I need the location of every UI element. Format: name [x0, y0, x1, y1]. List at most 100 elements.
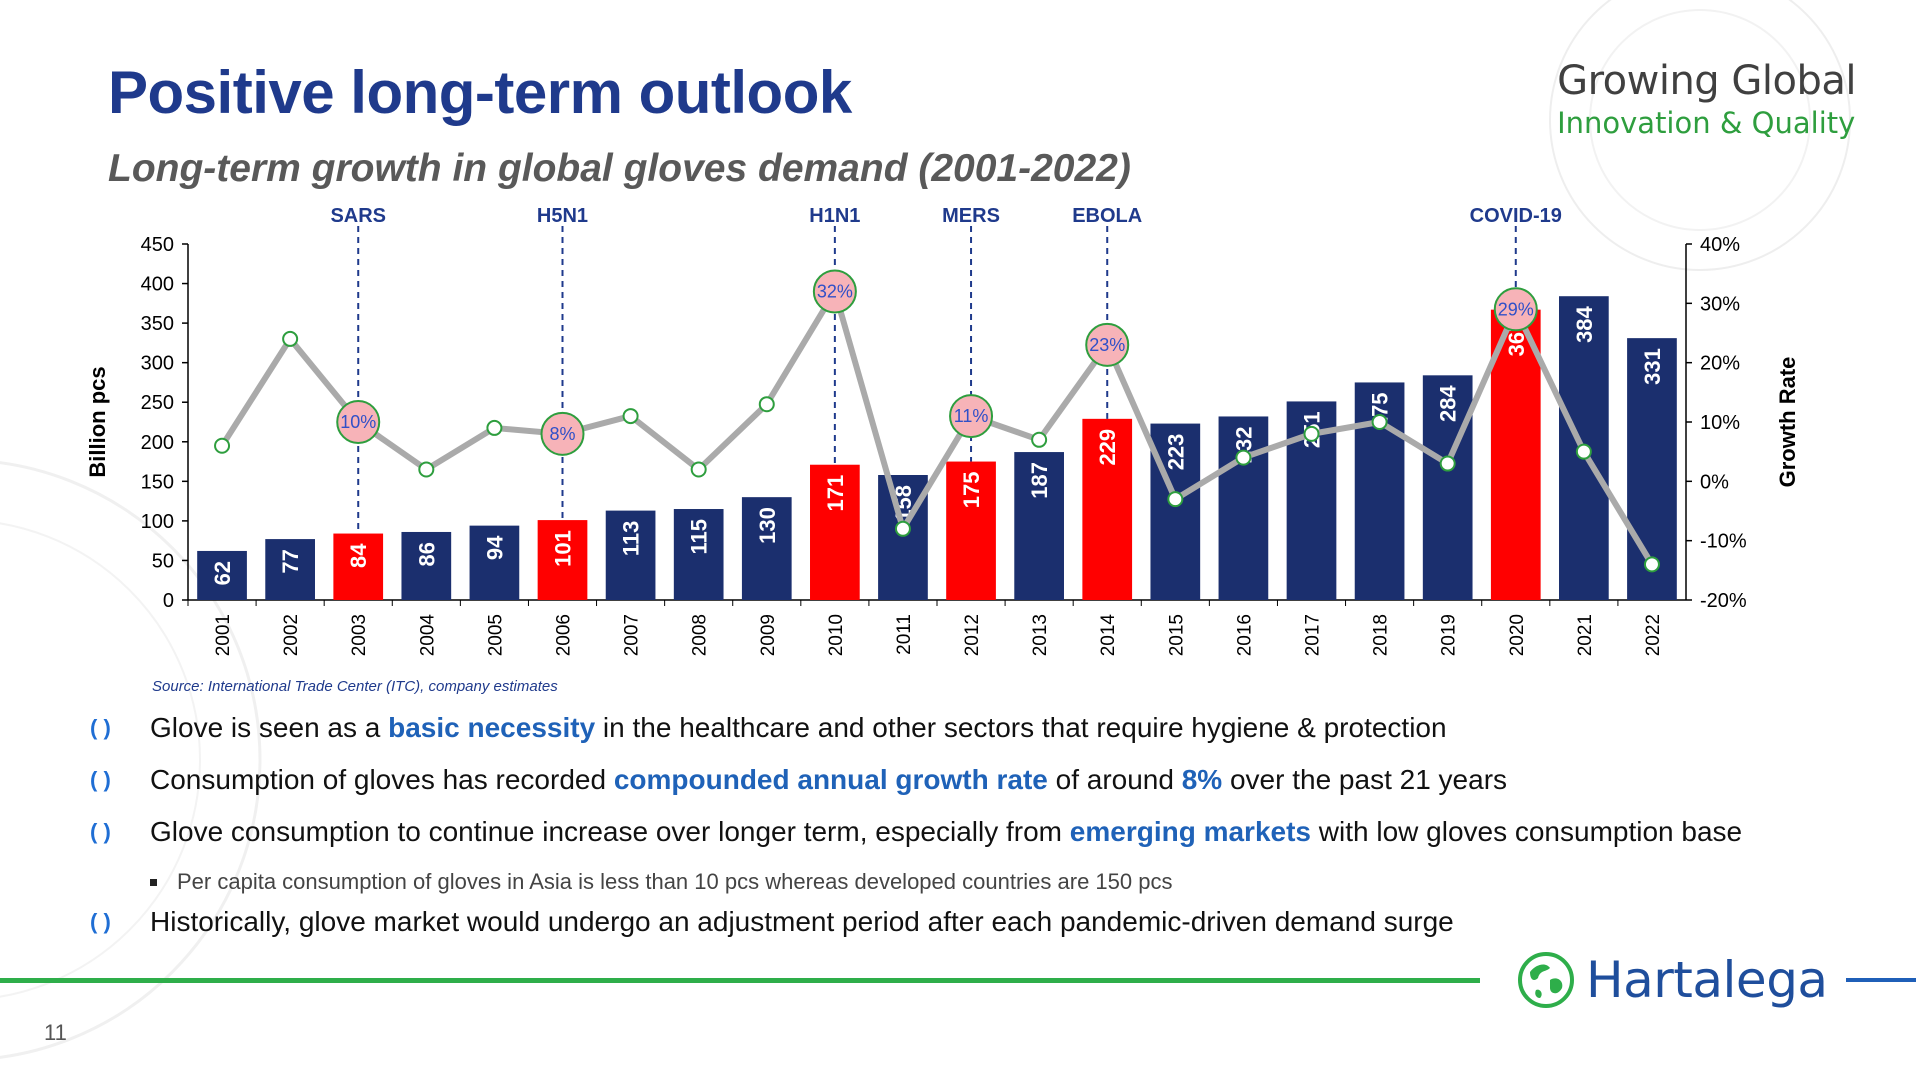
left-tick-label: 200 [141, 432, 174, 454]
growth-point [1643, 556, 1660, 573]
growth-point [894, 520, 911, 537]
bullet-text: Glove is seen as a basic necessity in th… [150, 712, 1447, 743]
growth-point [1235, 449, 1252, 466]
growth-bubble-label: 23% [1089, 335, 1125, 355]
growth-bubble-label: 29% [1498, 299, 1534, 319]
left-tick-label: 250 [141, 392, 174, 414]
bar-value-label: 62 [210, 561, 235, 585]
x-tick-label: 2009 [758, 614, 779, 656]
bar-value-label: 229 [1095, 429, 1120, 466]
right-tick-label: -10% [1700, 531, 1747, 553]
square-bullet-icon [150, 878, 157, 886]
left-tick-label: 150 [141, 471, 174, 493]
x-tick-label: 2002 [281, 614, 302, 656]
growth-bubble-label: 32% [817, 281, 853, 301]
bullet-item: ( ) Consumption of gloves has recorded c… [90, 764, 1870, 816]
bar-value-label: 175 [959, 472, 984, 509]
bar [1627, 338, 1677, 600]
event-label: H1N1 [809, 205, 860, 227]
bar-value-label: 331 [1640, 348, 1665, 385]
bar-value-label: 94 [482, 535, 507, 560]
page-number: 11 [44, 1020, 67, 1045]
company-logo: Hartalega [1516, 950, 1828, 1010]
bar-value-label: 84 [346, 543, 371, 568]
globe-icon [1518, 952, 1574, 1008]
growth-point [622, 408, 639, 425]
x-tick-label: 2001 [213, 614, 234, 656]
bar [946, 461, 996, 600]
gloves-demand-chart: 0 50 100 150 200 250 300 350 400 450 -20% -10% 0% 10%… [85, 205, 1800, 656]
bar-value-label: 130 [755, 507, 780, 544]
logo-text: Hartalega [1586, 951, 1828, 1009]
footer-divider-blue [1846, 978, 1916, 982]
bar-value-label: 187 [1027, 462, 1052, 499]
page-title: Positive long-term outlook [108, 59, 852, 126]
bar [469, 525, 520, 600]
tagline-line1: Growing Global [1557, 58, 1856, 104]
source-note: Source: International Trade Center (ITC)… [152, 678, 558, 695]
x-tick-label: 2007 [622, 614, 643, 656]
x-tick-label: 2018 [1371, 614, 1392, 656]
growth-point [1439, 455, 1456, 472]
x-tick-label: 2008 [690, 614, 711, 656]
bullet-item: ( ) Glove is seen as a basic necessity i… [90, 712, 1870, 764]
bar [1218, 416, 1269, 600]
bar-value-label: 284 [1436, 385, 1461, 422]
bar [401, 531, 452, 600]
sub-bullet: Per capita consumption of gloves in Asia… [90, 862, 1870, 902]
sub-bullet-text: Per capita consumption of gloves in Asia… [177, 869, 1173, 894]
x-tick-label: 2011 [894, 614, 915, 655]
bar [673, 509, 724, 600]
growth-bubble-label: 10% [340, 412, 376, 432]
bar [537, 520, 588, 600]
bar-value-label: 86 [414, 542, 439, 566]
event-label: MERS [942, 205, 1000, 227]
growth-point [1575, 443, 1592, 460]
growth-bubble [1085, 322, 1130, 367]
bullet-list: ( ) Glove is seen as a basic necessity i… [90, 712, 1870, 958]
growth-bubble-label: 8% [549, 424, 575, 444]
left-tick-label: 50 [152, 550, 174, 572]
event-label: H5N1 [537, 205, 588, 227]
growth-bubble [540, 411, 585, 456]
bar [605, 510, 656, 600]
growth-bubble [949, 394, 994, 439]
growth-point [1031, 431, 1048, 448]
x-tick-label: 2021 [1575, 614, 1596, 656]
left-tick-label: 350 [141, 313, 174, 335]
left-tick-label: 100 [141, 511, 174, 533]
right-tick-label: 0% [1700, 471, 1729, 493]
y-axis-title: Billion pcs [85, 366, 110, 477]
x-tick-label: 2022 [1643, 614, 1664, 656]
bullet-marker: ( ) [90, 767, 111, 792]
growth-rate-line [219, 288, 1655, 566]
growth-point [214, 437, 231, 454]
x-tick-label: 2015 [1166, 614, 1187, 656]
bar-value-label: 101 [551, 530, 576, 567]
bullet-text: Historically, glove market would undergo… [150, 906, 1454, 937]
bar [333, 533, 384, 600]
bullet-marker: ( ) [90, 715, 111, 740]
bar-value-label: 171 [823, 475, 848, 512]
x-tick-label: 2017 [1303, 614, 1324, 656]
bullet-item: ( ) Glove consumption to continue increa… [90, 816, 1870, 868]
bar-value-label: 115 [687, 519, 712, 555]
x-tick-label: 2013 [1030, 614, 1051, 656]
left-tick-label: 450 [141, 234, 174, 256]
bar [1082, 418, 1133, 600]
bullet-text: Glove consumption to continue increase o… [150, 816, 1743, 847]
x-tick-label: 2010 [826, 614, 847, 656]
left-tick-label: 400 [141, 274, 174, 296]
right-tick-label: 20% [1700, 353, 1740, 375]
event-label: SARS [330, 205, 386, 227]
x-tick-label: 2005 [485, 614, 506, 656]
event-label: EBOLA [1072, 205, 1142, 227]
growth-point [1167, 491, 1184, 508]
bullet-item: ( ) Historically, glove market would und… [90, 906, 1870, 958]
left-tick-label: 0 [163, 590, 174, 612]
growth-bubble [1493, 287, 1538, 332]
bar-value-label: 113 [619, 521, 644, 557]
growth-bubble [336, 400, 381, 444]
tagline-line2: Innovation & Quality [1557, 106, 1856, 140]
growth-bubble [812, 269, 857, 314]
